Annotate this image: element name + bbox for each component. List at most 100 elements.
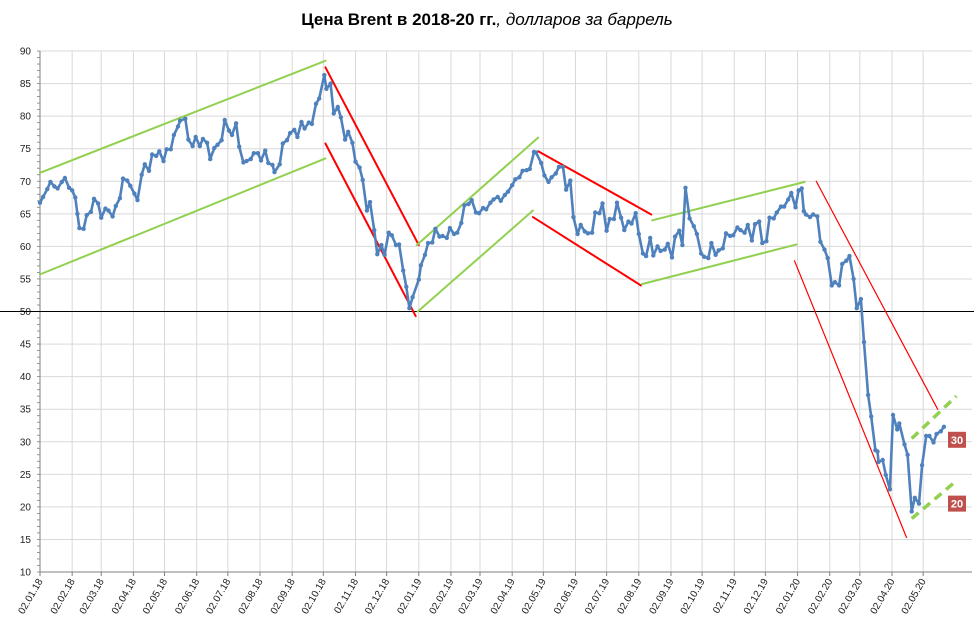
data-point [815, 214, 820, 219]
data-point [897, 421, 902, 426]
y-tick-label: 10 [20, 568, 32, 579]
x-tick-label: 02.07.18 [204, 577, 233, 617]
data-point [204, 140, 210, 145]
data-point [66, 185, 72, 190]
data-point [844, 258, 849, 263]
data-point [272, 169, 277, 175]
data-point [212, 145, 217, 151]
x-tick-label: 02.03.18 [78, 577, 107, 617]
data-point [125, 178, 130, 183]
x-tick-label: 02.07.19 [583, 577, 612, 617]
data-point [716, 248, 721, 253]
data-point [99, 215, 104, 220]
data-point [578, 222, 583, 228]
data-point [702, 254, 707, 259]
data-point [771, 216, 776, 221]
trend-line-8 [531, 216, 642, 287]
trend-line-11 [815, 180, 939, 410]
x-tick-label: 02.01.20 [774, 577, 803, 617]
data-point [364, 208, 370, 213]
data-point [789, 190, 794, 196]
data-point [774, 210, 779, 215]
y-tick-label: 60 [20, 242, 32, 253]
data-point [161, 158, 166, 164]
data-point [640, 251, 646, 256]
trend-line-6 [416, 209, 534, 313]
trend-lines [39, 59, 958, 539]
data-point [425, 240, 431, 246]
data-point [745, 222, 750, 228]
data-point [350, 140, 355, 145]
data-point [488, 200, 493, 205]
data-point [618, 215, 624, 220]
data-point [869, 414, 874, 419]
axes: 10 15 20 25 30 35 40 45 50 55 60 65 70 75 80 85 90 02.01.… [17, 47, 972, 617]
trend-line-13 [910, 394, 958, 440]
data-point [208, 156, 213, 162]
data-point [575, 231, 580, 237]
data-point [77, 225, 82, 231]
data-point [295, 134, 300, 140]
data-point [691, 224, 696, 229]
data-point [110, 214, 115, 219]
data-point [687, 216, 692, 221]
data-point [372, 227, 377, 233]
data-point [447, 225, 453, 231]
x-tick-label: 02.04.18 [110, 577, 139, 617]
data-point [142, 162, 147, 167]
data-point [455, 230, 460, 235]
data-point [829, 283, 834, 288]
y-tick-label: 75 [20, 144, 32, 155]
data-point [75, 211, 80, 216]
data-point [677, 228, 682, 233]
series-line-1 [38, 73, 945, 513]
data-point [81, 226, 86, 231]
x-tick-label: 02.01.19 [395, 577, 424, 617]
data-point [177, 118, 183, 123]
data-point [433, 226, 438, 231]
data-point [533, 150, 539, 155]
data-point [861, 339, 867, 345]
data-point [335, 104, 340, 110]
data-point [589, 230, 595, 235]
data-point [91, 196, 97, 201]
data-point [563, 187, 569, 192]
y-tick-label: 35 [20, 405, 32, 416]
trend-line-9 [640, 243, 798, 286]
data-point [229, 132, 235, 138]
y-tick-label: 80 [20, 112, 32, 123]
data-point [836, 283, 842, 288]
trend-line-14 [910, 479, 958, 520]
data-point [919, 463, 925, 468]
data-point [611, 216, 617, 222]
data-point [389, 233, 394, 238]
trend-line-10 [651, 180, 806, 222]
y-tick-label: 65 [20, 209, 32, 220]
data-point [818, 239, 823, 244]
data-point [322, 72, 327, 78]
data-point [149, 152, 155, 157]
annotation-badge-20 [948, 495, 966, 512]
data-point [416, 277, 421, 282]
data-point [226, 128, 232, 133]
data-point [600, 201, 605, 206]
data-point [193, 134, 198, 140]
data-point [938, 429, 943, 434]
data-point [222, 117, 227, 123]
data-point [651, 253, 656, 258]
y-tick-label: 20 [20, 502, 32, 513]
data-point [120, 176, 126, 181]
data-point [680, 242, 685, 248]
data-point [887, 487, 893, 492]
y-tick-label: 25 [20, 470, 32, 481]
data-point [328, 81, 333, 86]
data-point [510, 183, 515, 188]
data-point [847, 253, 852, 259]
y-tick-label: 30 [20, 437, 32, 448]
data-point [706, 255, 711, 261]
chart-title: Цена Brent в 2018-20 гг., долларов за ба… [0, 10, 974, 30]
data-point [331, 111, 336, 116]
trend-line-2 [39, 157, 327, 276]
data-point [360, 177, 365, 183]
